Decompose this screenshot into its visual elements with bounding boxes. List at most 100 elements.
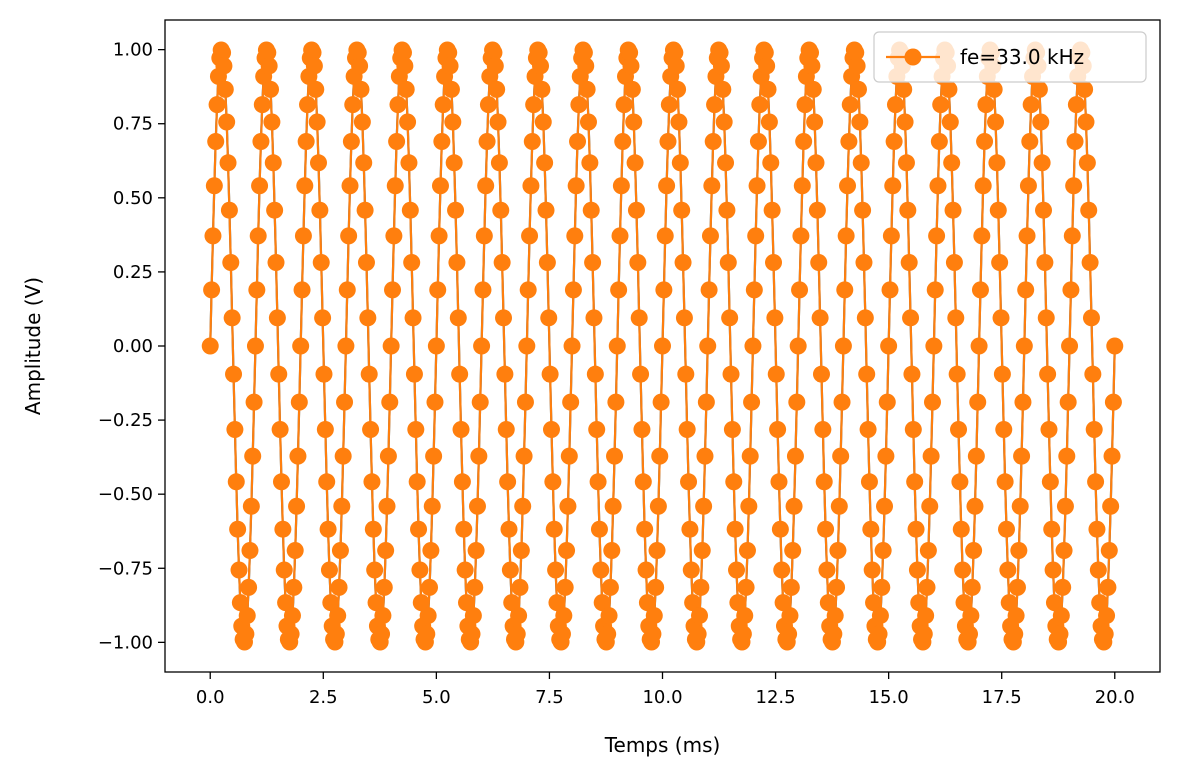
sample-point bbox=[218, 113, 236, 131]
sample-point bbox=[634, 473, 652, 491]
sample-point bbox=[836, 281, 854, 299]
y-tick-label: −1.00 bbox=[98, 632, 153, 653]
sample-point bbox=[941, 113, 959, 131]
sample-point bbox=[673, 201, 691, 219]
sample-point bbox=[340, 227, 358, 245]
sample-point bbox=[1076, 80, 1094, 98]
sample-point bbox=[570, 96, 588, 114]
sample-point bbox=[649, 497, 667, 515]
sample-point bbox=[900, 254, 918, 271]
sample-point bbox=[759, 80, 777, 98]
sample-point bbox=[992, 309, 1010, 327]
sample-point bbox=[364, 520, 382, 538]
sample-point bbox=[579, 113, 597, 131]
sample-point bbox=[654, 337, 671, 355]
sample-point bbox=[830, 497, 848, 515]
sample-point bbox=[696, 447, 714, 465]
sample-point bbox=[272, 473, 290, 491]
sample-point bbox=[411, 561, 429, 579]
sample-point bbox=[930, 132, 948, 150]
sample-point bbox=[251, 177, 269, 195]
sample-point bbox=[245, 393, 263, 411]
sample-point bbox=[490, 154, 508, 172]
sample-point bbox=[353, 113, 371, 131]
sample-point bbox=[1087, 473, 1105, 491]
sample-point bbox=[431, 177, 449, 195]
sample-point bbox=[423, 497, 441, 515]
sample-point bbox=[537, 201, 555, 219]
sample-point bbox=[1015, 337, 1033, 355]
sample-point bbox=[1103, 447, 1121, 465]
sample-point bbox=[451, 365, 469, 383]
sample-point bbox=[862, 520, 880, 538]
sample-point bbox=[863, 561, 881, 579]
sample-point bbox=[648, 542, 666, 560]
sample-point bbox=[974, 177, 992, 195]
sample-point bbox=[427, 337, 445, 355]
sample-point bbox=[659, 132, 677, 150]
sample-point bbox=[408, 473, 426, 491]
sample-point bbox=[564, 281, 582, 299]
sample-point bbox=[833, 393, 851, 411]
sample-point bbox=[274, 520, 292, 538]
sample-point bbox=[222, 254, 240, 271]
sample-point bbox=[508, 625, 526, 643]
sample-point bbox=[667, 57, 685, 75]
sample-point bbox=[847, 44, 865, 62]
sample-point bbox=[932, 96, 950, 114]
sample-point bbox=[363, 473, 381, 491]
sample-point bbox=[1104, 393, 1122, 411]
sample-point bbox=[952, 520, 970, 538]
sample-point bbox=[467, 542, 485, 560]
sample-point bbox=[970, 337, 988, 355]
sample-point bbox=[1018, 227, 1036, 245]
sample-point bbox=[1036, 254, 1054, 271]
sample-point bbox=[614, 132, 632, 150]
plot-content bbox=[201, 41, 1124, 651]
sample-point bbox=[626, 154, 644, 172]
sample-point bbox=[849, 80, 867, 98]
sample-point bbox=[548, 594, 566, 612]
sample-point bbox=[848, 57, 866, 75]
sample-point bbox=[589, 473, 607, 491]
sample-point bbox=[474, 281, 492, 299]
sample-point bbox=[748, 177, 766, 195]
sample-point bbox=[955, 594, 973, 612]
sample-point bbox=[829, 542, 847, 560]
sample-point bbox=[577, 57, 595, 75]
sample-point bbox=[266, 201, 284, 219]
sample-point bbox=[585, 309, 603, 327]
sample-point bbox=[492, 201, 510, 219]
sample-point bbox=[873, 578, 891, 596]
sample-point bbox=[977, 96, 995, 114]
sample-point bbox=[812, 365, 830, 383]
sample-point bbox=[219, 154, 237, 172]
sample-point bbox=[541, 365, 559, 383]
sample-point bbox=[246, 337, 264, 355]
sample-point bbox=[976, 132, 994, 150]
sample-point bbox=[815, 473, 833, 491]
sample-point bbox=[441, 57, 459, 75]
sample-point bbox=[929, 177, 947, 195]
legend-marker bbox=[904, 48, 922, 66]
sample-point bbox=[906, 473, 924, 491]
sample-point bbox=[669, 80, 687, 98]
sample-point bbox=[1078, 154, 1096, 172]
sample-point bbox=[788, 393, 806, 411]
sample-point bbox=[468, 497, 486, 515]
sample-point bbox=[558, 542, 576, 560]
sample-point bbox=[973, 227, 991, 245]
sample-point bbox=[884, 177, 902, 195]
sample-point bbox=[374, 607, 392, 625]
sample-point bbox=[693, 542, 711, 560]
sample-point bbox=[231, 594, 249, 612]
sample-point bbox=[308, 113, 326, 131]
sample-point bbox=[404, 309, 422, 327]
sample-point bbox=[511, 578, 529, 596]
sample-point bbox=[951, 473, 969, 491]
sample-point bbox=[1014, 393, 1032, 411]
sample-point bbox=[786, 447, 804, 465]
sample-point bbox=[227, 473, 245, 491]
sample-point bbox=[825, 625, 843, 643]
sample-point bbox=[282, 625, 300, 643]
